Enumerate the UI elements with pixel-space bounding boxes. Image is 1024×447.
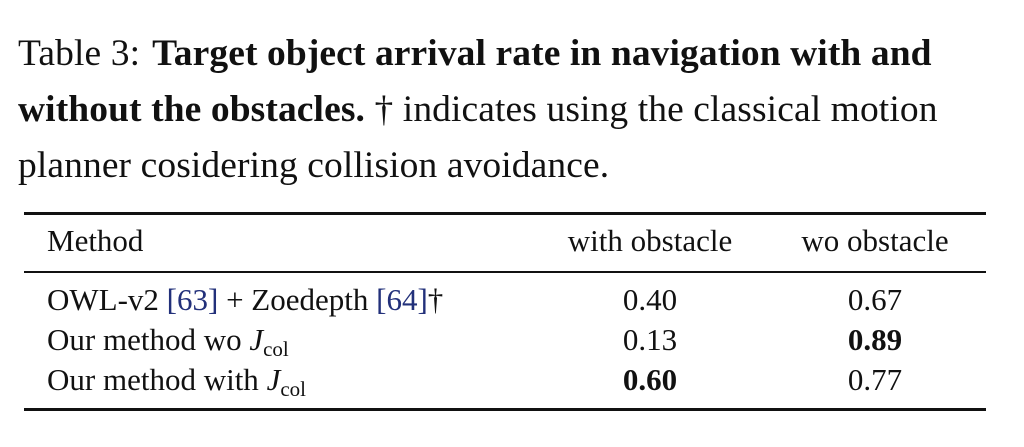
cell-with-obstacle-best: 0.60	[622, 362, 678, 397]
cell-wo-obstacle: 0.67	[847, 282, 903, 317]
table-bottom-rule	[24, 408, 986, 411]
method-text: OWL-v2	[47, 282, 167, 317]
header-with-obstacle: with obstacle	[567, 223, 733, 258]
table-top-rule	[24, 212, 986, 215]
cell-wo-obstacle: 0.77	[847, 362, 903, 397]
method-text: Our method wo	[47, 322, 250, 357]
method-text: + Zoedepth	[218, 282, 377, 317]
caption-description: † indicates using the classical motion p…	[18, 89, 938, 186]
method-text: Our method with	[47, 362, 267, 397]
row-method-ours-wo-jcol: Our method wo Jcol	[47, 322, 289, 361]
caption-bold-title: Target object arrival rate in navigation…	[18, 33, 932, 130]
math-subscript-col: col	[280, 377, 306, 401]
citation-link-63[interactable]: [63]	[166, 282, 219, 317]
row-method-owlv2: OWL-v2 [63] + Zoedepth [64]†	[47, 282, 443, 318]
citation-link-64[interactable]: [64]	[376, 282, 428, 317]
cell-with-obstacle: 0.13	[622, 322, 678, 357]
math-symbol-j: J	[266, 362, 281, 397]
math-symbol-j: J	[249, 322, 264, 357]
table-header-rule	[24, 271, 986, 273]
cell-with-obstacle: 0.40	[622, 282, 678, 317]
row-method-ours-with-jcol: Our method with Jcol	[47, 362, 306, 401]
dagger-mark: †	[427, 282, 444, 317]
cell-wo-obstacle-best: 0.89	[847, 322, 903, 357]
math-subscript-col: col	[263, 337, 289, 361]
header-method: Method	[47, 223, 144, 258]
header-wo-obstacle: wo obstacle	[801, 223, 949, 258]
caption-label: Table 3:	[18, 33, 141, 74]
table-caption: Table 3: Target object arrival rate in na…	[18, 26, 1008, 194]
